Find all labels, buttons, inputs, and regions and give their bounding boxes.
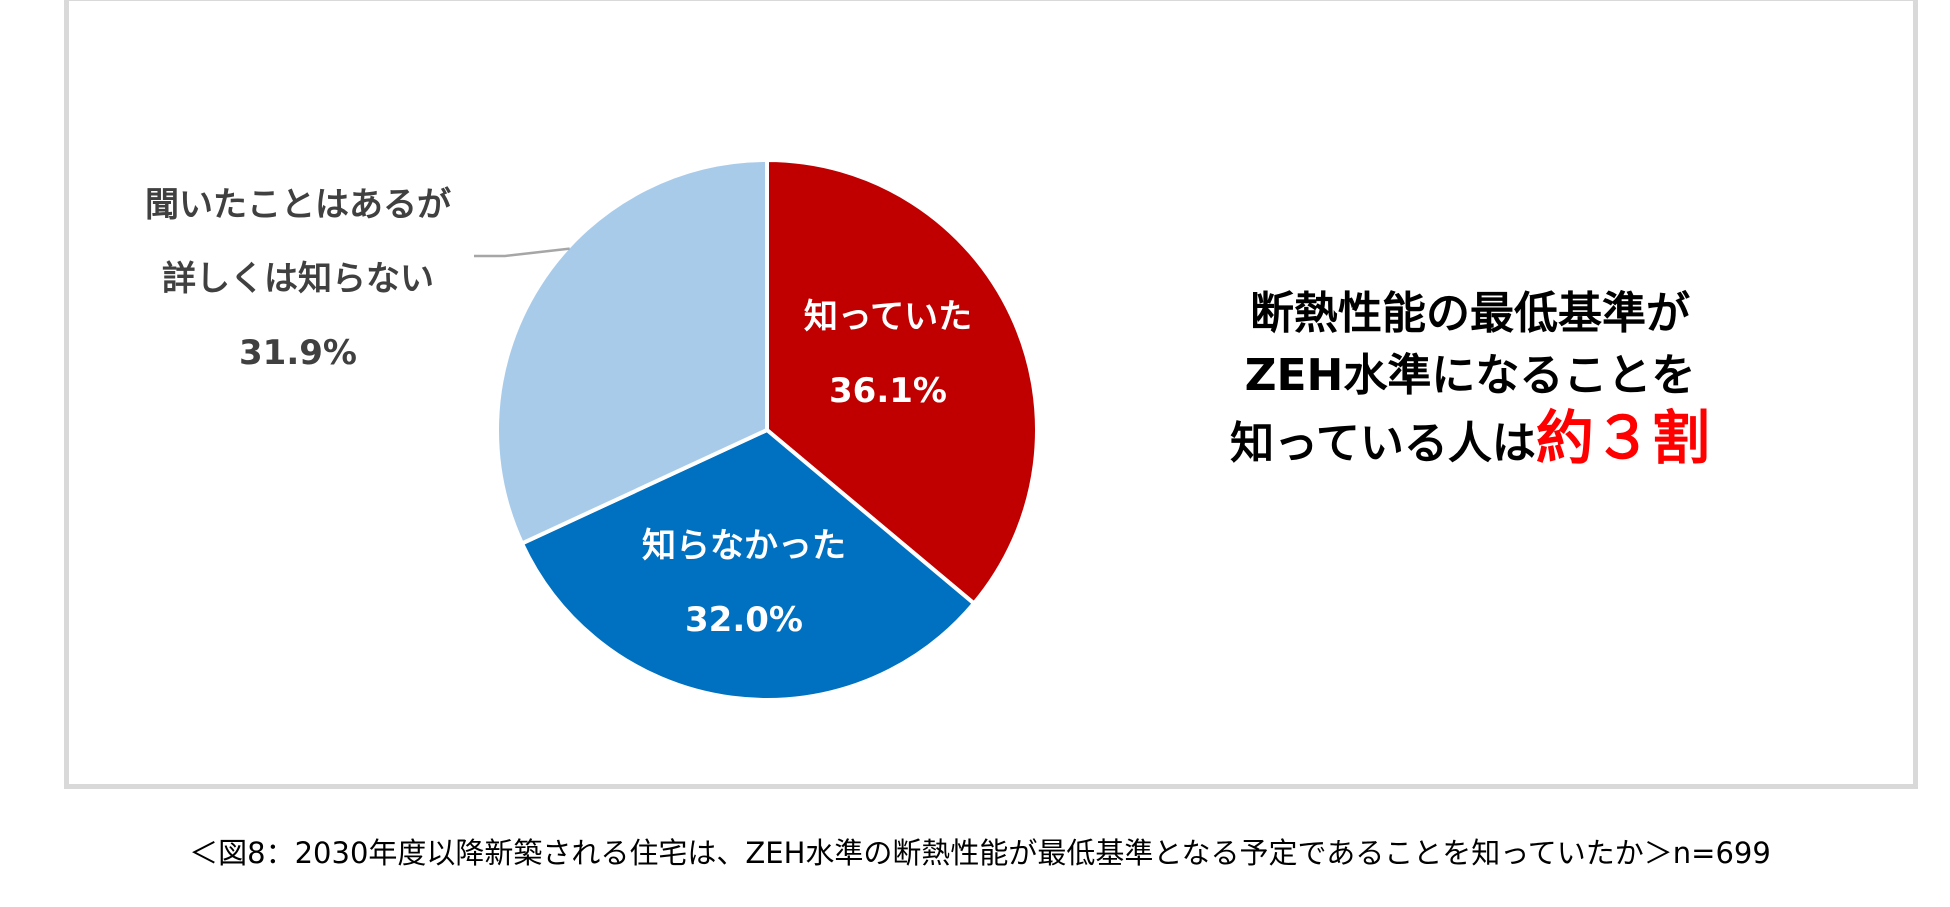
slice-1-category-label: 知っていた (804, 297, 972, 337)
slice-3-value-label: 31.9% (239, 333, 357, 373)
pie-slice-3 (495, 158, 769, 546)
pie-slice-2 (519, 428, 976, 702)
pie-slice-1 (765, 158, 1039, 606)
slice-2-value-label: 32.0% (685, 600, 803, 640)
slice-2-category-label: 知らなかった (642, 526, 846, 566)
figure-caption: ＜図8：2030年度以降新築される住宅は、ZEH水準の断熱性能が最低基準となる予… (189, 836, 1771, 870)
headline-line-1: 断熱性能の最低基準が (1250, 288, 1690, 339)
slice-3-label-line-2: 詳しくは知らない (162, 259, 434, 299)
headline-line-3-prefix: 知っている人は (1230, 418, 1536, 469)
slice-1-value-label: 36.1% (829, 371, 947, 411)
headline-line-2: ZEH水準になることを (1244, 350, 1696, 401)
headline-emphasis: 約３割 (1535, 404, 1710, 472)
slice-3-leader-line (474, 247, 570, 258)
slice-3-label-line-1: 聞いたことはあるが (145, 185, 451, 225)
headline-message: 断熱性能の最低基準が ZEH水準になることを 知っている人は約３割 (1120, 283, 1820, 475)
headline-line-3: 知っている人は約３割 (1120, 407, 1820, 475)
